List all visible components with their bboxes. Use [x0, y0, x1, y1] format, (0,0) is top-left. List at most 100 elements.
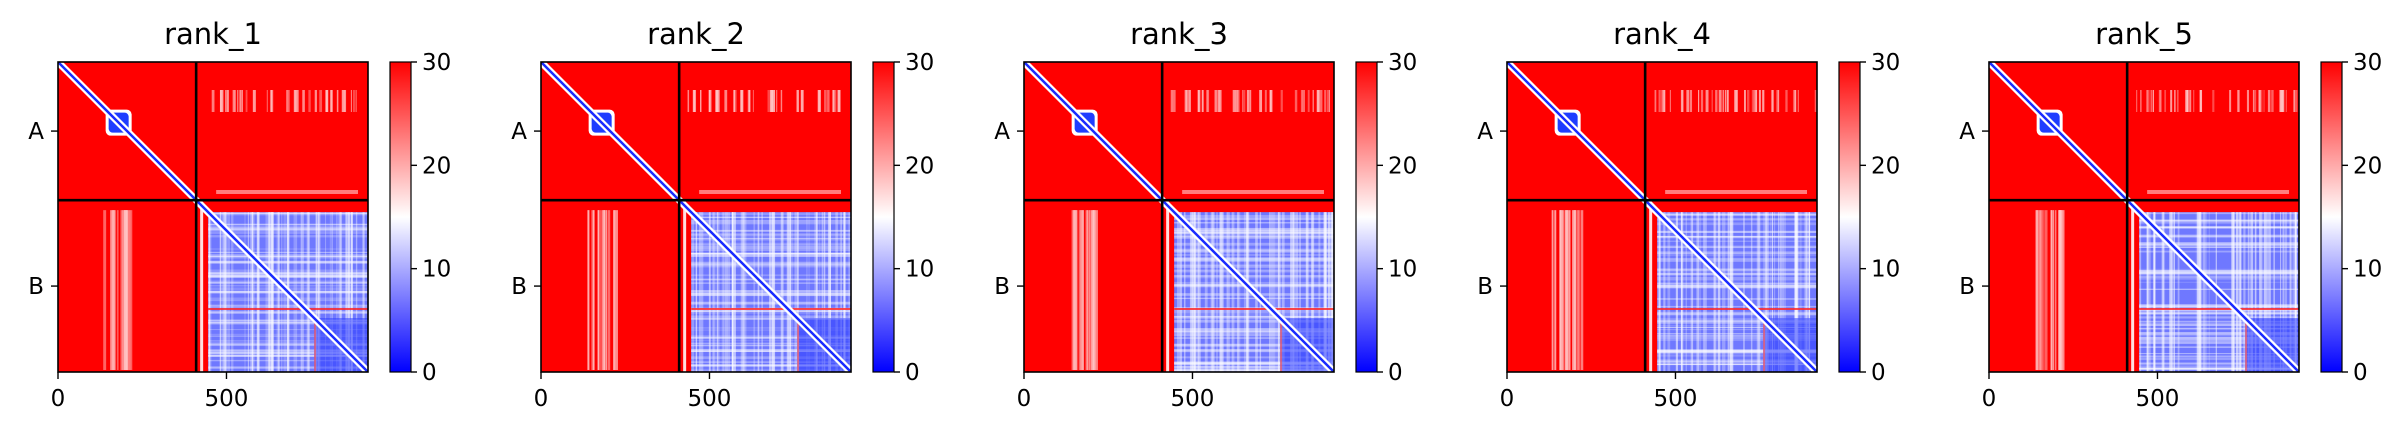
chain-b-red-line	[314, 318, 317, 372]
chain-b-streak	[277, 212, 280, 372]
inter-chain-stripe	[1073, 210, 1076, 370]
chain-b-streak	[2248, 212, 2250, 372]
y-tick-label: B	[28, 274, 44, 300]
chain-b-streak	[2197, 212, 2201, 372]
chain-b-streak	[208, 280, 368, 283]
chain-b-streak	[269, 212, 272, 372]
boundary-gap	[2131, 206, 2135, 372]
chain-b-streak	[1269, 212, 1271, 372]
chain-b-streak	[1657, 246, 1817, 249]
inter-chain-stripe	[796, 90, 799, 112]
chain-b-streak	[1278, 212, 1281, 372]
chain-b-streak	[1174, 330, 1334, 332]
inter-chain-stripe	[771, 90, 775, 112]
heatmap-panel: rank_5 A B 0 500 0 10 20 30	[1959, 17, 2382, 412]
chain-b-streak	[300, 212, 303, 372]
inter-chain-stripe	[1215, 90, 1218, 112]
inter-chain-stripe	[1294, 90, 1298, 112]
chain-b-streak	[1198, 212, 1201, 372]
chain-b-streak	[2139, 353, 2299, 355]
colorbar-tick-label: 10	[422, 257, 451, 283]
inter-chain-stripe	[1814, 90, 1817, 112]
inter-chain-stripe	[1188, 90, 1191, 112]
inter-chain-stripe	[2058, 210, 2061, 370]
chain-b-streak	[1190, 212, 1193, 372]
inter-chain-stripe	[1734, 90, 1737, 112]
chain-b-streak	[1727, 212, 1729, 372]
chain-b-streak	[1193, 212, 1197, 372]
inter-chain-stripe	[1700, 90, 1704, 112]
inter-chain-stripe	[226, 90, 229, 112]
chain-b-streak	[2139, 312, 2299, 315]
chain-b-streak	[713, 212, 715, 372]
chain-b-streak	[307, 212, 309, 372]
chain-b-streak	[1657, 245, 1817, 247]
inter-chain-stripe	[592, 210, 595, 370]
chain-b-streak	[1174, 297, 1334, 299]
chain-b-streak	[1667, 212, 1671, 372]
chain-b-red-line	[1657, 307, 1817, 310]
chain-b-streak	[843, 212, 845, 372]
chain-b-streak	[1174, 275, 1334, 278]
inter-chain-stripe	[2279, 90, 2283, 112]
chain-b-streak	[2177, 212, 2180, 372]
chain-b-streak	[355, 212, 358, 372]
chain-b-streak	[1657, 283, 1817, 285]
chain-b-streak	[1330, 212, 1334, 372]
chain-b-streak	[208, 281, 368, 284]
inter-chain-stripe	[613, 210, 615, 370]
chain-b-streak	[1174, 314, 1334, 317]
chain-b-streak	[794, 212, 798, 372]
chain-b-streak	[2139, 367, 2299, 369]
chain-b-streak	[731, 212, 734, 372]
inter-chain-stripe	[112, 210, 115, 370]
chain-b-streak	[2139, 273, 2299, 276]
chain-b-streak	[208, 311, 368, 314]
inter-chain-stripe	[2212, 90, 2215, 112]
inter-chain-stripe	[605, 210, 608, 370]
x-tick-label: 0	[1017, 386, 1032, 412]
chain-b-streak	[2139, 236, 2299, 239]
chain-b-streak	[272, 212, 274, 372]
chain-b-streak	[2139, 365, 2299, 368]
chain-b-streak	[208, 359, 368, 362]
inter-chain-stripe	[2035, 210, 2037, 370]
axes-frame	[540, 61, 852, 373]
chain-b-streak	[1657, 236, 1817, 238]
chain-b-streak	[1657, 258, 1817, 260]
inter-chain-stripe	[1234, 90, 1238, 112]
panel-title: rank_4	[1613, 17, 1711, 51]
inter-chain-stripe	[341, 90, 345, 112]
inter-chain-stripe	[1776, 90, 1779, 112]
inter-chain-stripe	[1214, 90, 1216, 112]
chain-b-streak	[2139, 220, 2299, 223]
inter-chain-stripe	[724, 90, 728, 112]
inter-chain-stripe	[2199, 90, 2203, 112]
chain-b-streak	[325, 212, 327, 372]
chain-b-streak	[1174, 260, 1334, 262]
chain-b-streak	[2139, 309, 2299, 311]
chain-b-streak	[1174, 249, 1334, 251]
chain-b-streak	[1657, 364, 1817, 366]
chain-b-streak	[2280, 212, 2282, 372]
chain-b-streak	[1796, 212, 1799, 372]
chain-b-streak	[265, 212, 269, 372]
inter-chain-stripe	[700, 90, 702, 112]
y-tick-label: B	[511, 274, 527, 300]
chain-b-streak	[1174, 362, 1334, 365]
chain-b-streak	[1192, 212, 1196, 372]
chain-b-streak	[2139, 313, 2299, 315]
chain-b-streak	[345, 212, 348, 372]
inter-chain-stripe	[2036, 210, 2039, 370]
inter-chain-stripe	[2147, 190, 2289, 194]
inter-chain-stripe	[1324, 90, 1326, 112]
chain-b-streak	[753, 212, 756, 372]
colorbar-tick-label: 0	[905, 360, 920, 386]
inter-chain-stripe	[1577, 210, 1581, 370]
inter-chain-stripe	[1724, 90, 1726, 112]
inter-chain-stripe	[1663, 90, 1666, 112]
chain-b-streak	[1699, 212, 1701, 372]
chain-b-streak	[2139, 250, 2299, 253]
chain-b-streak	[2292, 212, 2295, 372]
chain-b-streak	[208, 261, 368, 264]
